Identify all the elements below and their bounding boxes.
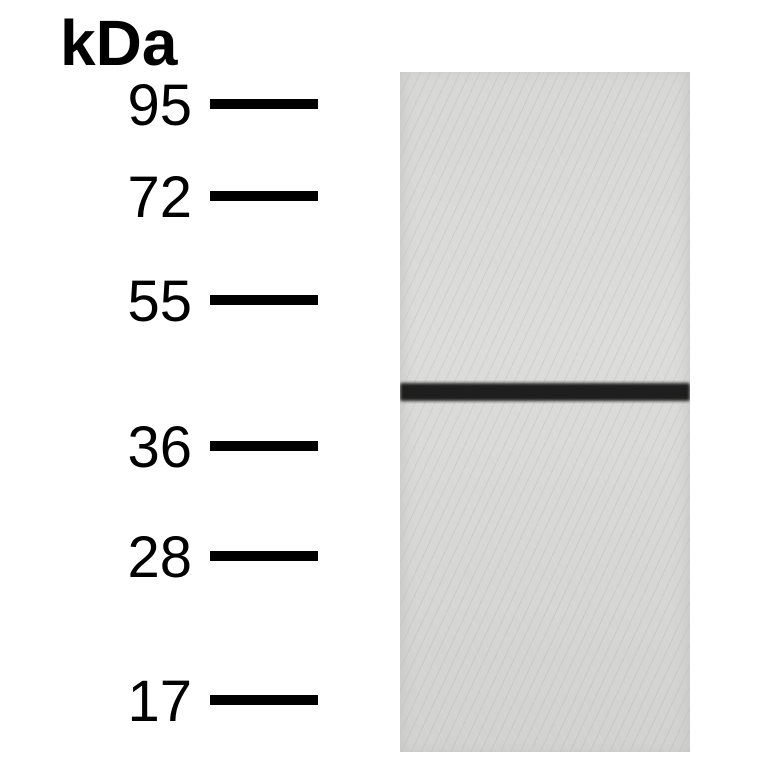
protein-band bbox=[400, 383, 690, 401]
blot-figure: kDa 95 72 55 36 28 17 bbox=[0, 0, 764, 764]
marker-tick bbox=[210, 191, 318, 201]
gel-lane bbox=[400, 72, 690, 752]
marker-label: 28 bbox=[127, 524, 192, 591]
marker-label: 17 bbox=[127, 668, 192, 735]
marker-label: 36 bbox=[127, 414, 192, 481]
marker-label: 95 bbox=[127, 72, 192, 139]
marker-label: 55 bbox=[127, 268, 192, 335]
marker-tick bbox=[210, 99, 318, 109]
marker-tick bbox=[210, 295, 318, 305]
gel-lane-background bbox=[400, 72, 690, 752]
unit-label: kDa bbox=[60, 6, 177, 80]
marker-tick bbox=[210, 441, 318, 451]
marker-tick bbox=[210, 695, 318, 705]
marker-label: 72 bbox=[127, 164, 192, 231]
marker-tick bbox=[210, 551, 318, 561]
